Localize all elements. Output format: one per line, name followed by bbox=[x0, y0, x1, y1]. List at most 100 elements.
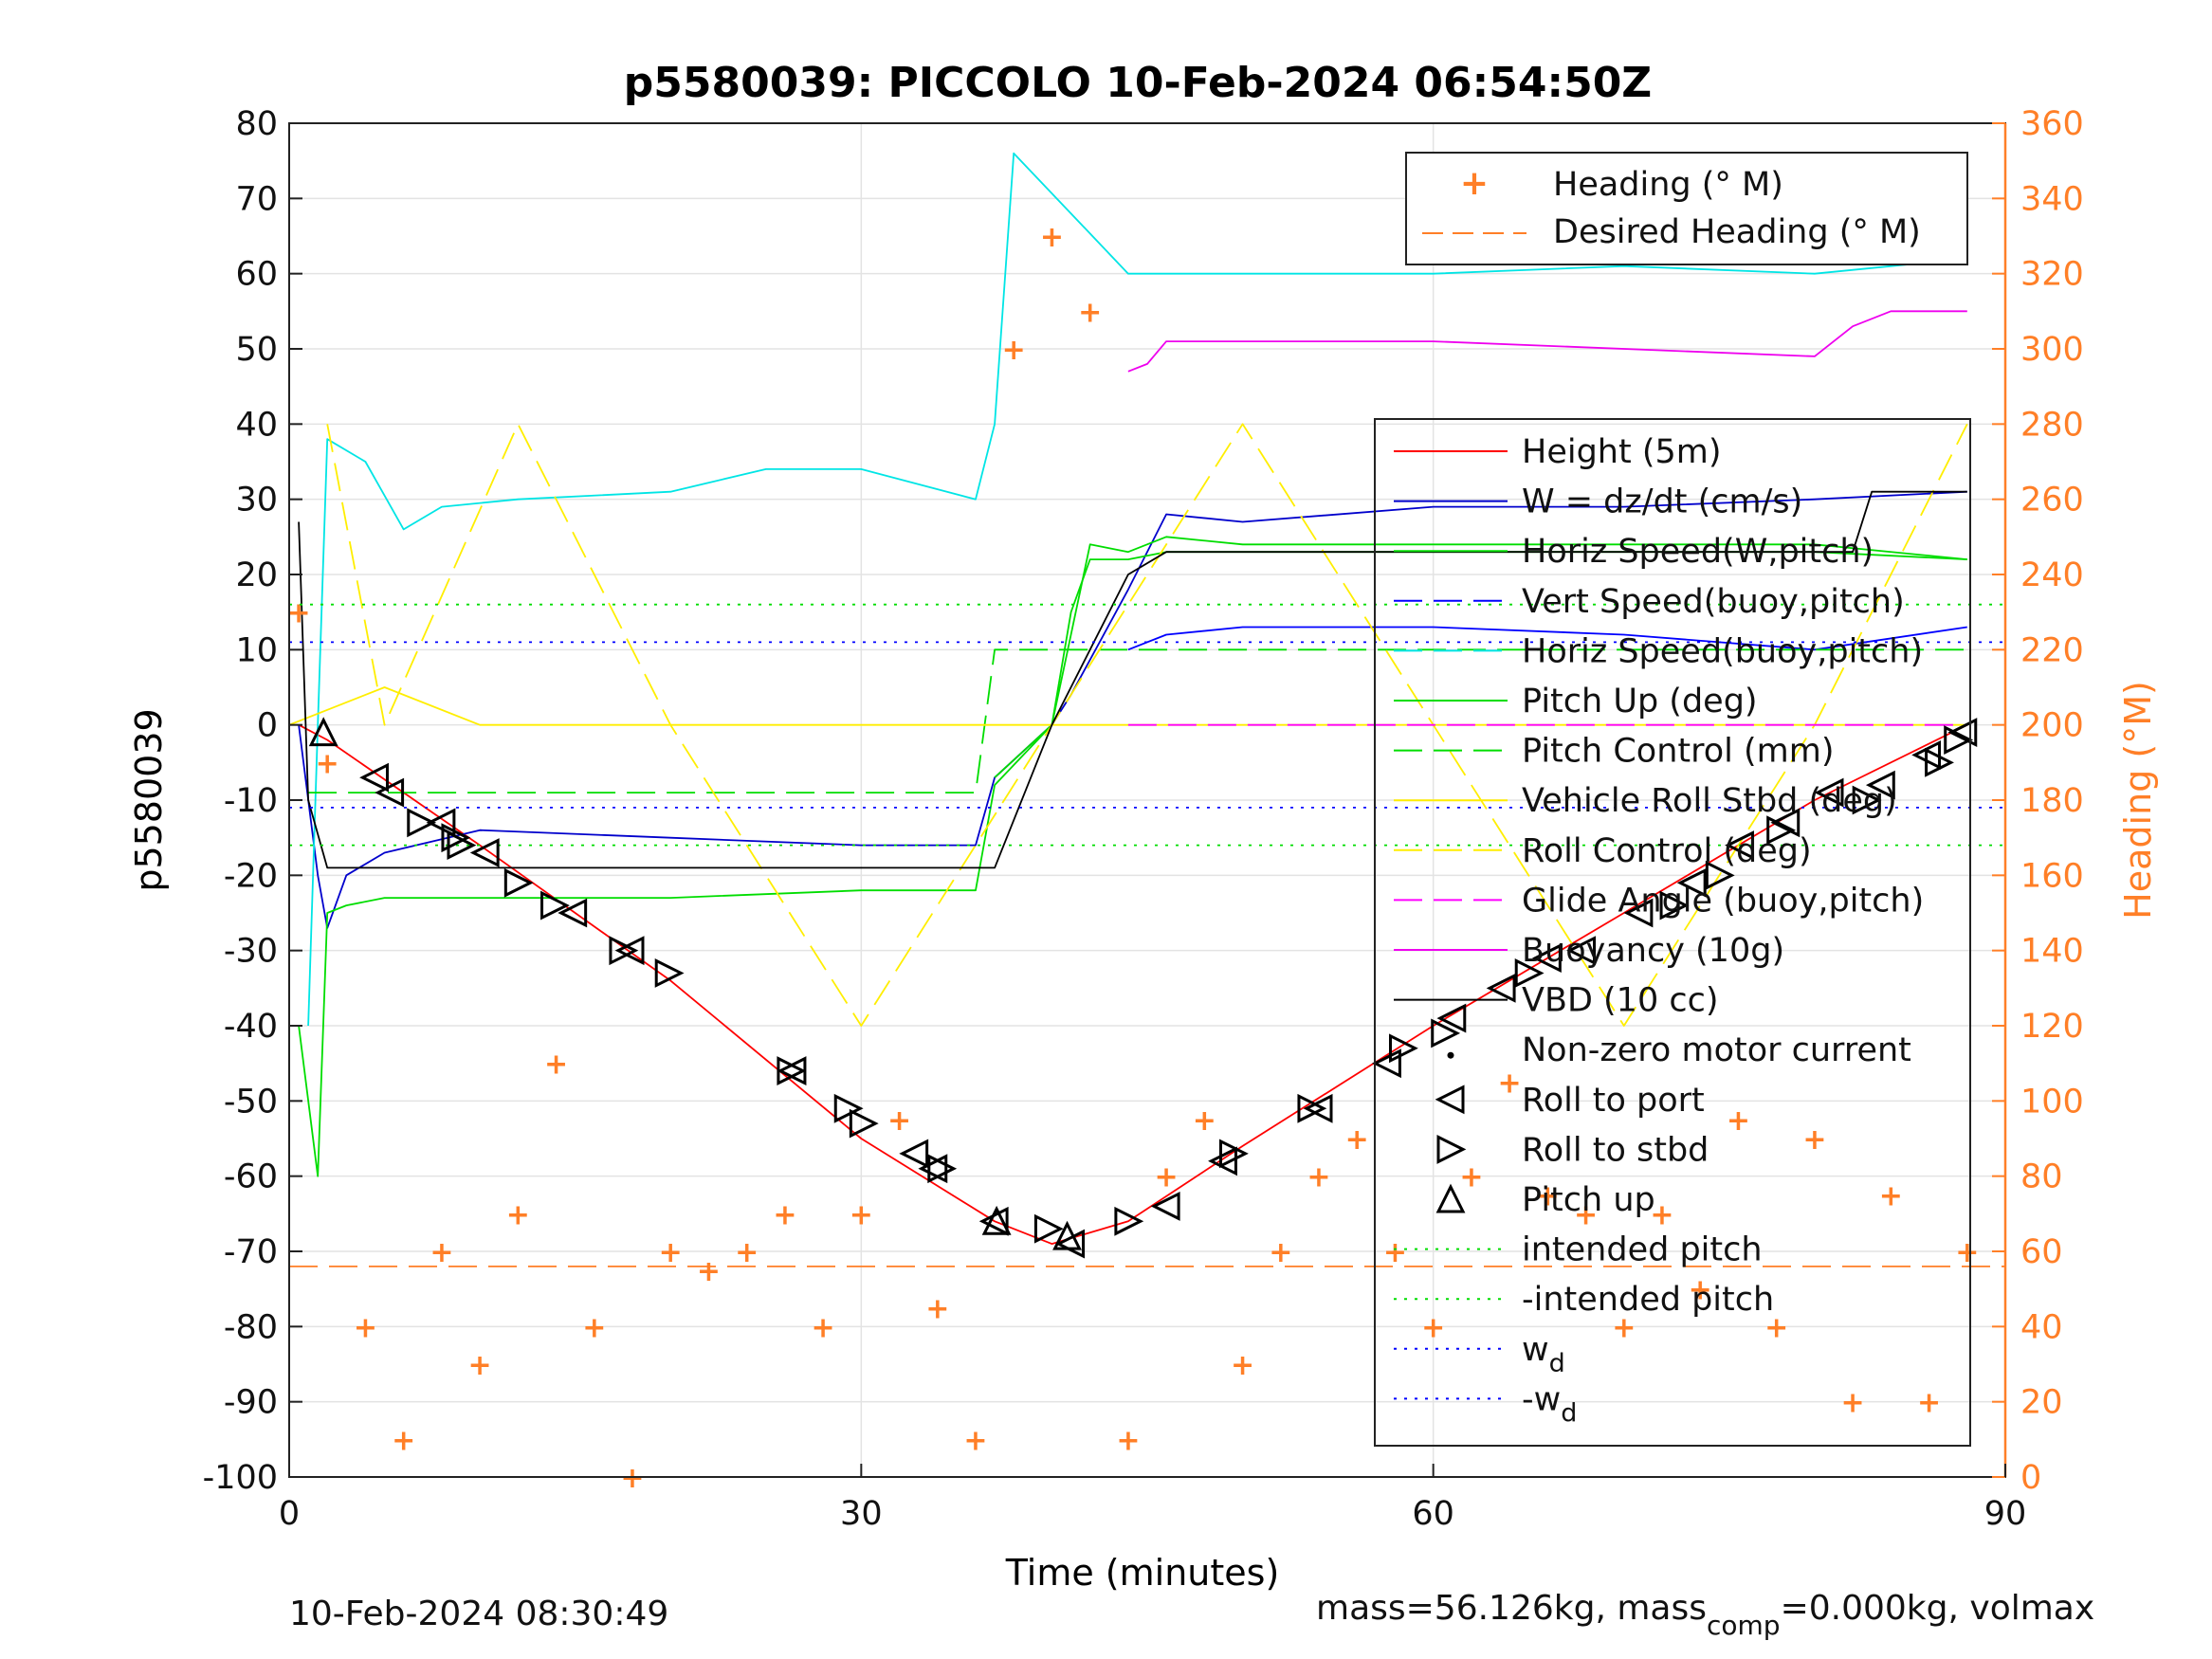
roll-to-stbd-marker bbox=[1944, 725, 1974, 755]
heading-point: + bbox=[812, 1311, 835, 1344]
legend-entry: Vert Speed(buoy,pitch) bbox=[1522, 583, 1905, 621]
heading-point: + bbox=[1269, 1236, 1292, 1269]
heading-point: + bbox=[1498, 1067, 1522, 1101]
roll-to-port-marker bbox=[1814, 777, 1844, 808]
legend-entry: Glide Angle (buoy,pitch) bbox=[1522, 882, 1924, 920]
roll-to-stbd-marker bbox=[1705, 860, 1735, 890]
series-vert-speed-buoy-pitch bbox=[1127, 626, 1967, 651]
legend-entry: Pitch up bbox=[1522, 1181, 1655, 1219]
roll-to-port-marker bbox=[1486, 973, 1516, 1003]
roll-to-stbd-marker bbox=[609, 936, 639, 966]
legend-entry: Roll Control (deg) bbox=[1522, 832, 1812, 870]
y2-tick-label: 180 bbox=[2020, 782, 2084, 820]
heading-point: + bbox=[963, 1424, 987, 1457]
legend-main: Height (5m) W = dz/dt (cm/s) Horiz Speed(W… bbox=[1374, 418, 1971, 1447]
y-tick-label: -30 bbox=[224, 933, 278, 971]
heading-point: + bbox=[1841, 1387, 1865, 1420]
footer-mass-suffix: =0.000kg, volmax bbox=[1781, 1589, 2095, 1628]
roll-to-port-marker bbox=[614, 936, 645, 966]
heading-point: + bbox=[1802, 1123, 1826, 1157]
legend-swatch-left bbox=[1435, 1085, 1465, 1115]
roll-to-stbd-marker bbox=[1852, 785, 1882, 815]
series-layer: + + + + + + + + + + + + + + + + + + + + + + + + + + + + + + + + + + + + + + + +… bbox=[286, 152, 2005, 1495]
heading-point: + bbox=[1002, 334, 1026, 367]
y2-axis-label: Heading (°M) bbox=[2117, 681, 2159, 920]
legend-entry-base: w bbox=[1522, 1331, 1549, 1369]
heading-point: + bbox=[582, 1311, 606, 1344]
heading-point: + bbox=[392, 1424, 415, 1457]
y-tick-label: 30 bbox=[235, 482, 278, 520]
heading-point: + bbox=[1650, 1198, 1673, 1231]
heading-point: + bbox=[1727, 1104, 1750, 1138]
y2-tick-label: 300 bbox=[2020, 331, 2084, 369]
y2-tick-label: 80 bbox=[2020, 1158, 2063, 1196]
footer-timestamp: 10-Feb-2024 08:30:49 bbox=[289, 1595, 668, 1633]
y-tick-label: 60 bbox=[235, 256, 278, 294]
y-tick-label: -40 bbox=[224, 1008, 278, 1046]
x-axis-ticks: 0 30 60 90 bbox=[279, 1464, 2026, 1533]
heading-point: + bbox=[850, 1198, 873, 1231]
roll-to-port-marker bbox=[1531, 943, 1562, 974]
heading-point: + bbox=[1078, 296, 1102, 329]
y-tick-label: -100 bbox=[203, 1459, 278, 1497]
roll-to-port-marker bbox=[1865, 770, 1895, 800]
heading-point: + bbox=[697, 1255, 721, 1288]
legend-entry: Vehicle Roll Stbd (deg) bbox=[1522, 782, 1897, 820]
legend-entry-base: -w bbox=[1522, 1380, 1561, 1418]
series-pitch-up-deg bbox=[298, 536, 1967, 1177]
y-tick-label: 20 bbox=[235, 556, 278, 594]
roll-to-port-marker bbox=[1208, 1146, 1237, 1176]
heading-point: + bbox=[887, 1104, 911, 1138]
series-buoyancy-10g bbox=[1127, 310, 1967, 373]
legend-entry: Height (5m) bbox=[1522, 433, 1722, 471]
y-tick-label: 0 bbox=[257, 707, 278, 745]
roll-to-stbd-marker bbox=[1388, 1033, 1418, 1064]
pitch-up-marker bbox=[308, 717, 338, 747]
roll-to-stbd-marker bbox=[407, 808, 437, 838]
series-horiz-speed-buoy-pitch bbox=[307, 152, 1967, 1027]
legend-heading: + Heading (° M) Desired Heading (° M) bbox=[1405, 152, 1968, 265]
legend-entry: Horiz Speed(W,pitch) bbox=[1522, 533, 1874, 571]
heading-point: + bbox=[544, 1048, 568, 1082]
y-tick-label: -60 bbox=[224, 1158, 278, 1196]
y-tick-label: 10 bbox=[235, 631, 278, 669]
roll-to-port-marker bbox=[375, 777, 405, 808]
y2-tick-label: 200 bbox=[2020, 707, 2084, 745]
roll-to-stbd-marker bbox=[1219, 1139, 1249, 1169]
roll-to-port-marker bbox=[1770, 808, 1801, 838]
roll-to-port-marker bbox=[1303, 1093, 1333, 1123]
legend-entry: Roll to port bbox=[1522, 1082, 1705, 1120]
y-axis-ticks: 80 70 60 50 40 30 20 10 0 -10 -20 -30 -40 -50 -60 -70 -8… bbox=[203, 105, 302, 1497]
legend-entry: Roll to stbd bbox=[1522, 1131, 1709, 1169]
heading-point: + bbox=[1536, 1180, 1560, 1213]
legend-entry: intended pitch bbox=[1522, 1231, 1763, 1269]
heading-point: + bbox=[1155, 1161, 1179, 1194]
heading-point: + bbox=[286, 597, 310, 630]
y2-tick-label: 20 bbox=[2020, 1384, 2063, 1422]
y2-tick-label: 280 bbox=[2020, 406, 2084, 444]
legend-entry: Pitch Control (mm) bbox=[1522, 733, 1834, 771]
y-tick-label: -70 bbox=[224, 1233, 278, 1271]
heading-point: + bbox=[1040, 221, 1064, 254]
roll-to-port-marker bbox=[1150, 1191, 1180, 1221]
roll-to-port-marker bbox=[359, 762, 389, 793]
heading-point: + bbox=[1421, 1311, 1445, 1344]
roll-to-port-marker bbox=[918, 1154, 948, 1184]
heading-point: + bbox=[735, 1236, 759, 1269]
roll-to-port-marker bbox=[1623, 898, 1654, 928]
roll-to-stbd-marker bbox=[1114, 1206, 1144, 1236]
roll-to-stbd-marker bbox=[777, 1056, 807, 1086]
legend-entry: wd bbox=[1522, 1331, 1565, 1378]
y-tick-label: -80 bbox=[224, 1308, 278, 1346]
heading-point: + bbox=[1383, 1236, 1407, 1269]
heading-point: + bbox=[1612, 1311, 1636, 1344]
y2-tick-label: 260 bbox=[2020, 482, 2084, 520]
footer-mass-prefix: mass=56.126kg, mass bbox=[1316, 1589, 1707, 1628]
x-axis-label: Time (minutes) bbox=[1005, 1552, 1280, 1594]
x-tick-label: 30 bbox=[840, 1495, 883, 1533]
y-tick-label: -10 bbox=[224, 782, 278, 820]
legend-entry: W = dz/dt (cm/s) bbox=[1522, 483, 1802, 521]
roll-to-stbd-marker bbox=[447, 830, 477, 861]
legend-entry: Horiz Speed(buoy,pitch) bbox=[1522, 632, 1923, 670]
